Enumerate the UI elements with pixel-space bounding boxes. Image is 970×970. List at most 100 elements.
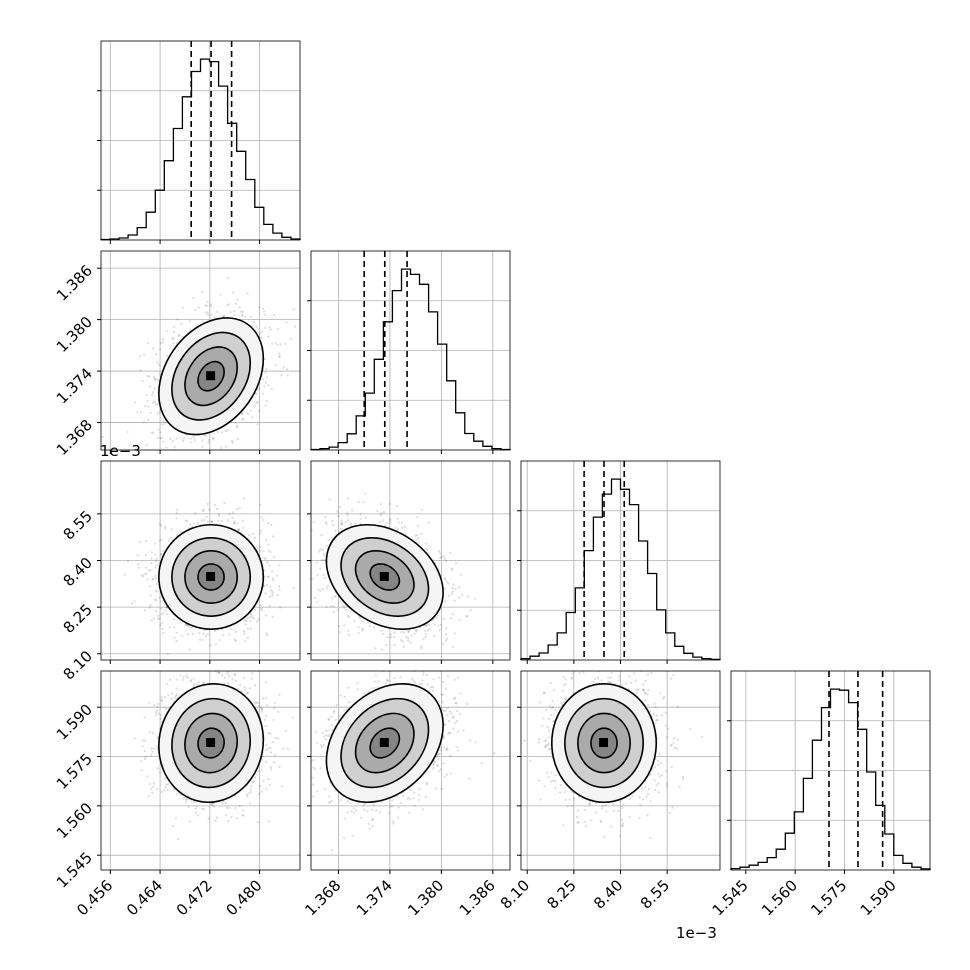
sample-point [272, 535, 275, 538]
sample-point [376, 509, 379, 512]
sample-point [442, 555, 445, 558]
sample-point [253, 404, 256, 407]
sample-point [385, 643, 388, 647]
sample-point [389, 518, 392, 521]
sample-point [305, 585, 307, 587]
sample-point [197, 661, 199, 663]
sample-point [236, 437, 239, 441]
sample-point [201, 439, 204, 442]
sample-point [437, 624, 440, 627]
sample-point [427, 521, 430, 524]
sample-point [188, 648, 191, 651]
sample-point [382, 511, 386, 514]
sample-point [450, 592, 453, 595]
sample-point [172, 330, 176, 334]
sample-point [247, 534, 251, 537]
sample-point [241, 412, 244, 416]
sample-point [236, 522, 239, 525]
sample-point [264, 404, 267, 407]
sample-point [149, 562, 153, 565]
sample-point [233, 638, 236, 641]
panel-content [101, 251, 300, 450]
sample-point [209, 304, 212, 308]
sample-point [271, 594, 274, 597]
sample-point [417, 541, 420, 544]
sample-point [161, 627, 164, 631]
sample-point [181, 306, 185, 309]
sample-point [221, 634, 225, 637]
sample-point [212, 438, 215, 441]
sample-point [380, 648, 384, 651]
sample-point [357, 626, 360, 629]
sample-point [332, 610, 335, 614]
sample-point [171, 337, 174, 340]
sample-point [152, 347, 155, 350]
sample-point [266, 634, 269, 637]
sample-point [271, 615, 274, 618]
sample-point [449, 551, 452, 555]
sample-point [357, 632, 360, 635]
sample-point [153, 378, 156, 381]
sample-point [143, 609, 147, 612]
sample-point [261, 307, 265, 310]
sample-point [332, 605, 335, 608]
sample-point [263, 357, 267, 361]
sample-point [294, 325, 297, 328]
sample-point [265, 539, 268, 542]
sample-point [216, 507, 219, 511]
sample-point [359, 616, 362, 619]
sample-point [207, 441, 210, 444]
sample-point [170, 528, 173, 531]
sample-point [196, 522, 199, 525]
sample-point [396, 517, 399, 520]
sample-point [141, 575, 144, 578]
sample-point [201, 290, 204, 294]
sample-point [223, 501, 226, 505]
sample-point [240, 314, 244, 318]
sample-point [193, 438, 197, 442]
sample-point [361, 619, 364, 623]
sample-point [289, 337, 293, 340]
sample-point [216, 431, 219, 434]
sample-point [427, 623, 430, 627]
sample-point [241, 310, 245, 313]
sample-point [362, 501, 365, 504]
sample-point [156, 378, 159, 381]
sample-point [439, 623, 443, 627]
sample-point [145, 393, 148, 397]
sample-point [339, 631, 342, 634]
sample-point [172, 337, 175, 340]
sample-point [267, 522, 270, 525]
sample-point [159, 437, 162, 440]
sample-point [249, 627, 253, 630]
sample-point [385, 521, 388, 525]
sample-point [416, 516, 419, 519]
sample-point [152, 577, 155, 581]
sample-point [202, 508, 205, 512]
sample-point [146, 375, 149, 378]
sample-point [148, 385, 152, 388]
sample-point [244, 623, 247, 626]
sample-point [286, 368, 289, 371]
sample-point [240, 418, 244, 421]
sample-point [263, 310, 266, 313]
sample-point [138, 354, 142, 358]
sample-point [461, 593, 464, 596]
sample-point [206, 633, 209, 636]
sample-point [162, 631, 165, 635]
sample-point [156, 361, 159, 364]
sample-point [253, 536, 256, 540]
sample-point [150, 619, 153, 622]
sample-point [246, 627, 250, 630]
sample-point [378, 520, 382, 524]
sample-point [270, 523, 273, 527]
sample-point [256, 423, 259, 426]
sample-point [226, 519, 230, 522]
sample-point [230, 439, 234, 443]
sample-point [154, 553, 157, 556]
sample-point [192, 436, 195, 439]
sample-point [255, 620, 259, 623]
sample-point [242, 629, 246, 633]
sample-point [275, 574, 278, 577]
sample-point [146, 342, 150, 345]
